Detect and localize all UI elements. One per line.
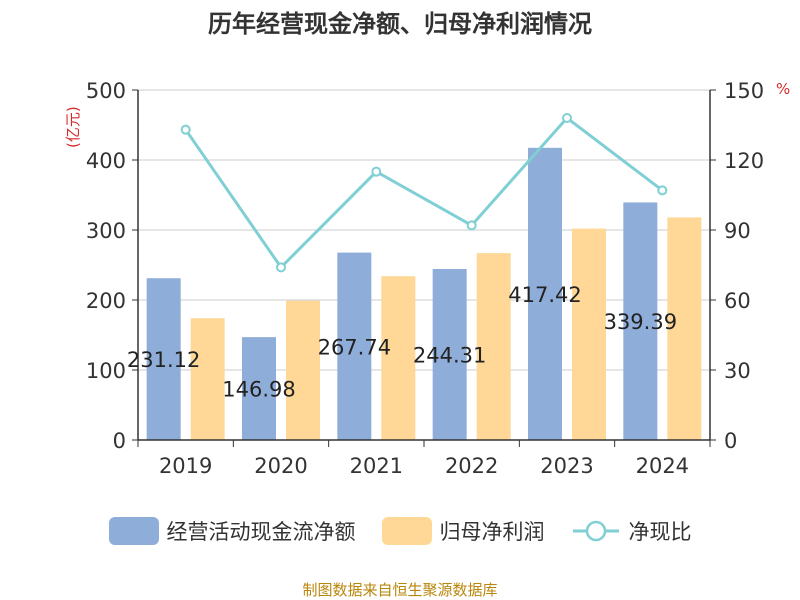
ratio-point — [276, 262, 286, 273]
right-tick-label: 60 — [724, 289, 751, 313]
data-label-cashflow: 244.31 — [413, 343, 486, 367]
data-label-cashflow: 231.12 — [127, 348, 200, 372]
right-tick-label: 150 — [724, 79, 764, 103]
ratio-point — [371, 166, 382, 177]
left-tick-label: 100 — [86, 359, 126, 383]
ratio-polyline — [184, 115, 664, 270]
left-tick-label: 200 — [86, 289, 126, 313]
bar-cashflow — [337, 252, 372, 440]
bar-cashflow — [242, 337, 276, 440]
ratio-point — [562, 113, 572, 123]
ratio-point — [657, 185, 668, 196]
x-tick-label: 2024 — [636, 454, 689, 478]
ratio-point — [466, 220, 477, 231]
bar-cashflow — [146, 278, 181, 440]
legend: 经营活动现金流净额 归母净利润 净现比 — [0, 516, 800, 546]
source-note: 制图数据来自恒生聚源数据库 — [302, 581, 498, 599]
legend-label-netprofit: 归母净利润 — [439, 520, 545, 544]
legend-item-netprofit[interactable]: 归母净利润 — [381, 516, 545, 546]
bar-cashflow — [528, 147, 562, 440]
bar-netprofit — [572, 228, 606, 440]
legend-swatch-cashflow — [108, 517, 159, 545]
right-tick-label: 0 — [724, 429, 737, 453]
bar-netprofit — [286, 300, 320, 440]
legend-label-ratio: 净现比 — [628, 520, 692, 544]
bar-netprofit — [667, 217, 702, 440]
axes: 0 100 200 300 400 500 0 30 60 90 120 150 2019 2020 202… — [86, 79, 764, 478]
bar-cashflow — [432, 268, 467, 440]
data-label-cashflow: 339.39 — [604, 310, 677, 334]
right-tick-label: 30 — [724, 359, 751, 383]
legend-label-cashflow: 经营活动现金流净额 — [166, 520, 356, 544]
right-tick-label: 120 — [724, 149, 764, 173]
bar-netprofit — [476, 253, 511, 440]
left-tick-label: 300 — [86, 219, 126, 243]
data-label-cashflow: 267.74 — [318, 335, 391, 359]
x-tick-label: 2023 — [540, 454, 593, 478]
ratio-line — [180, 113, 668, 273]
chart-title: 历年经营现金净额、归母净利润情况 — [208, 10, 592, 38]
x-tick-label: 2021 — [350, 454, 403, 478]
x-tick-label: 2020 — [254, 454, 307, 478]
left-tick-label: 500 — [86, 79, 126, 103]
bars — [146, 147, 702, 440]
bar-netprofit — [381, 276, 416, 440]
data-label-cashflow: 146.98 — [222, 378, 295, 402]
legend-swatch-netprofit — [381, 517, 432, 545]
ratio-point — [180, 124, 191, 135]
bar-netprofit — [190, 318, 225, 440]
x-tick-label: 2022 — [445, 454, 498, 478]
left-axis-unit: (亿元) — [64, 106, 82, 148]
legend-item-cashflow[interactable]: 经营活动现金流净额 — [108, 516, 356, 546]
legend-item-ratio[interactable]: 净现比 — [571, 516, 692, 546]
left-tick-label: 400 — [86, 149, 126, 173]
right-axis-unit: % — [776, 80, 791, 98]
data-labels: 231.12 146.98 267.74 244.31 417.42 339.39 — [127, 283, 677, 402]
bar-cashflow — [623, 202, 658, 440]
x-tick-label: 2019 — [159, 454, 212, 478]
legend-line-marker-icon — [572, 520, 619, 542]
right-tick-label: 90 — [724, 219, 751, 243]
data-label-cashflow: 417.42 — [508, 283, 581, 307]
left-tick-label: 0 — [113, 429, 126, 453]
